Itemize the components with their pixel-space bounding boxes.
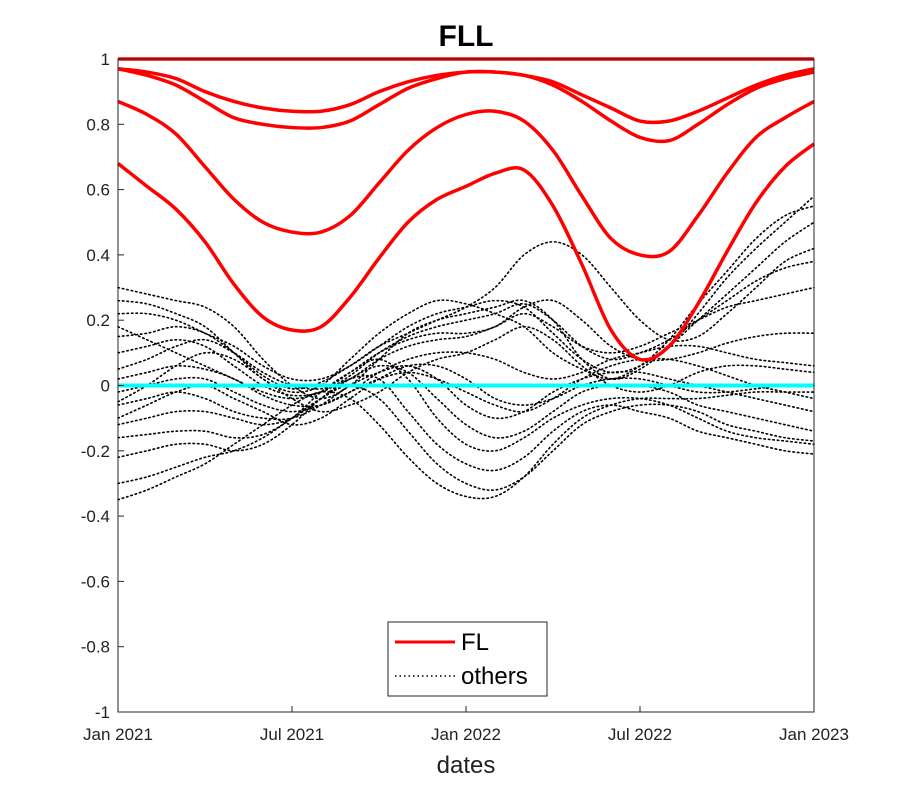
series-line-others xyxy=(117,363,815,426)
x-tick-label: Jul 2021 xyxy=(260,725,324,744)
y-tick-label: 0.6 xyxy=(86,181,110,200)
y-tick-label: 0.8 xyxy=(86,115,110,134)
y-tick-label: -1 xyxy=(95,703,110,722)
series-line-others xyxy=(117,384,815,491)
axes-box xyxy=(117,58,815,713)
series-line-others xyxy=(117,325,815,413)
series-line-fl xyxy=(117,67,815,144)
legend-box xyxy=(387,621,548,697)
series-line-others xyxy=(117,260,815,397)
y-tick-label: 0 xyxy=(101,377,110,396)
series-line-others xyxy=(117,374,815,472)
series-line-fl xyxy=(116,142,816,362)
series-line-others xyxy=(117,357,815,413)
series-line-others xyxy=(117,221,815,382)
legend-label-others: others xyxy=(461,663,528,690)
x-tick-label: Jul 2022 xyxy=(608,725,672,744)
x-axis: Jan 2021 Jul 2021 Jan 2022 Jul 2022 Jan 2023 xyxy=(83,706,849,744)
series-line-others xyxy=(117,358,815,452)
x-tick-label: Jan 2023 xyxy=(779,725,849,744)
series-line-others xyxy=(117,299,815,400)
y-axis: 1 0.8 0.6 0.4 0.2 0 -0.2 -0.4 -0.6 -0.8 -1 xyxy=(81,50,124,722)
x-tick-label: Jan 2021 xyxy=(83,725,153,744)
y-tick-label: -0.8 xyxy=(81,638,110,657)
legend-label-fl: FL xyxy=(461,629,489,656)
y-tick-label: -0.6 xyxy=(81,572,110,591)
chart-title: FLL xyxy=(439,20,494,53)
x-axis-label: dates xyxy=(437,752,496,779)
y-tick-label: 0.2 xyxy=(86,311,110,330)
legend: FL others xyxy=(387,621,548,697)
series-line-others xyxy=(117,364,815,439)
y-tick-label: 1 xyxy=(101,50,110,69)
y-tick-label: 0.4 xyxy=(86,246,110,265)
series-line-others xyxy=(117,390,815,501)
y-tick-label: -0.4 xyxy=(81,507,110,526)
y-tick-label: -0.2 xyxy=(81,442,110,461)
series-line-others xyxy=(117,195,815,400)
x-tick-label: Jan 2022 xyxy=(431,725,501,744)
series-line-fl xyxy=(117,99,815,259)
